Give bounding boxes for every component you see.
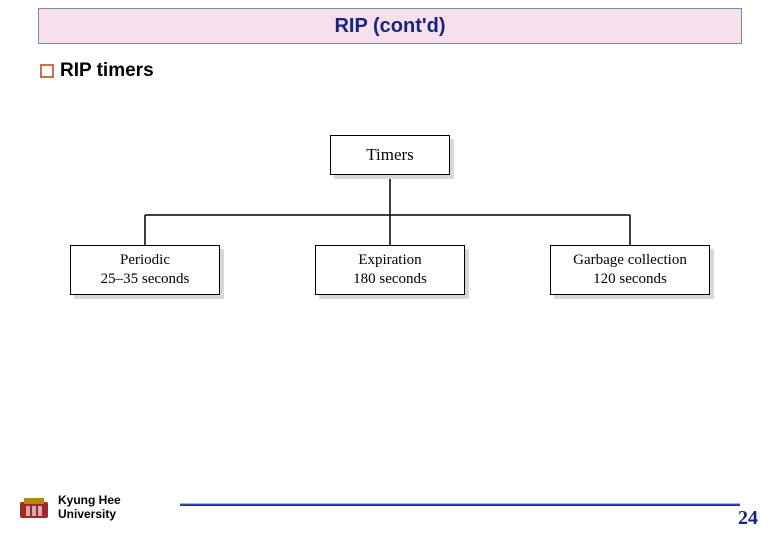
footer-line1: Kyung Hee xyxy=(58,494,121,508)
university-logo-icon xyxy=(18,494,50,522)
child-label-line1: Periodic xyxy=(120,251,170,271)
bullet-marker-icon xyxy=(40,64,54,78)
footer-divider xyxy=(180,503,740,506)
bullet-text: RIP timers xyxy=(60,60,154,82)
child-label-line2: 120 seconds xyxy=(593,270,667,290)
footer-logo-block: Kyung Hee University xyxy=(18,494,121,522)
timers-diagram: Timers Periodic 25–35 seconds Expiration… xyxy=(50,135,730,335)
child-label-line2: 180 seconds xyxy=(353,270,427,290)
bullet-item: RIP timers xyxy=(40,60,154,82)
footer-line2: University xyxy=(58,508,121,522)
child-box-garbage: Garbage collection 120 seconds xyxy=(550,245,710,295)
child-label-line1: Garbage collection xyxy=(573,251,687,271)
child-label-line2: 25–35 seconds xyxy=(101,270,190,290)
slide-title: RIP (cont'd) xyxy=(334,15,445,38)
child-box-expiration: Expiration 180 seconds xyxy=(315,245,465,295)
page-number: 24 xyxy=(738,507,758,530)
root-label: Timers xyxy=(366,145,414,165)
footer-institution: Kyung Hee University xyxy=(58,494,121,522)
child-box-periodic: Periodic 25–35 seconds xyxy=(70,245,220,295)
title-bar: RIP (cont'd) xyxy=(38,8,742,44)
root-box: Timers xyxy=(330,135,450,175)
child-label-line1: Expiration xyxy=(358,251,421,271)
